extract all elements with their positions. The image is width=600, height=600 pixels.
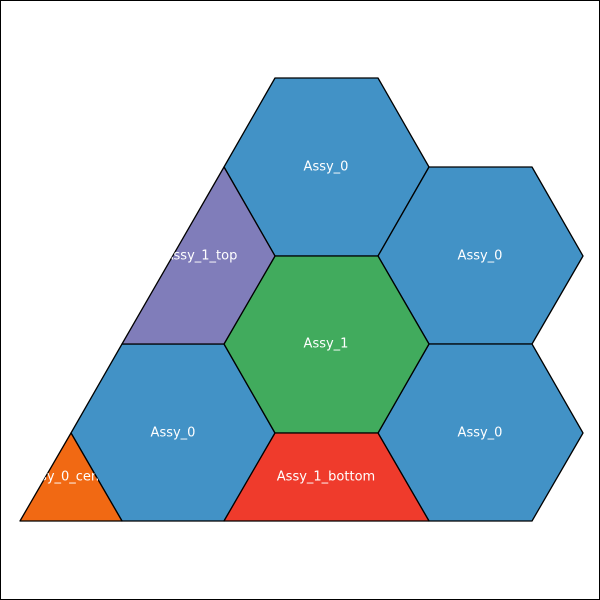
assembly-label: Assy_1	[304, 337, 349, 352]
assembly-cell: Assy_0_center	[19, 432, 123, 522]
triangle-shape	[19, 432, 123, 522]
assembly-label: Assy_0	[458, 249, 503, 264]
half-hexagon-shape	[223, 432, 430, 522]
assembly-cell: Assy_1_top	[121, 166, 276, 345]
assembly-label: Assy_0	[458, 426, 503, 441]
assembly-label: Assy_1_bottom	[277, 470, 375, 485]
half-hexagon-shape	[121, 166, 276, 345]
assembly-cell: Assy_1_bottom	[223, 432, 430, 522]
assembly-label: Assy_0	[304, 160, 349, 175]
assembly-label: Assy_1_top	[165, 249, 238, 264]
assembly-label: Assy_0	[151, 426, 196, 441]
